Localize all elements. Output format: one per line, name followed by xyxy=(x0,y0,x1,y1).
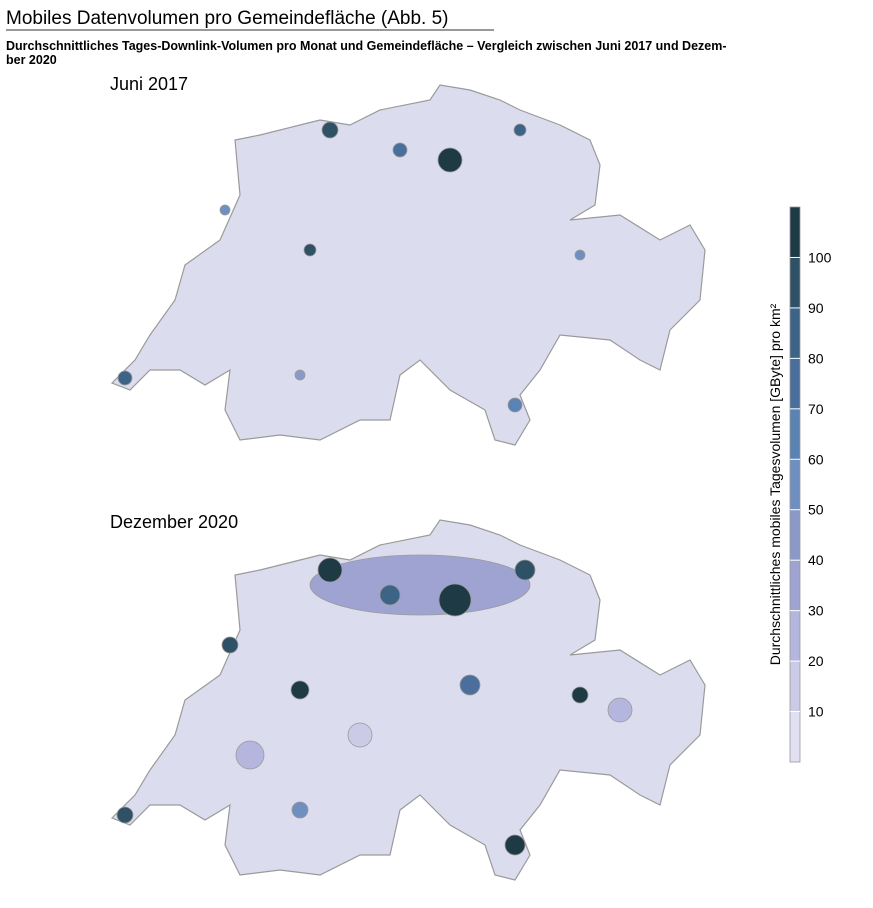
color-bin xyxy=(790,459,800,510)
color-bin xyxy=(790,207,800,258)
color-bin xyxy=(790,711,800,762)
tick-label: 50 xyxy=(808,502,824,518)
title: Mobiles Datenvolumen pro Gemeindefläche … xyxy=(6,8,449,29)
map-dezember-2020: Dezember 2020 xyxy=(110,512,706,881)
tick-label: 20 xyxy=(808,653,824,669)
color-bin xyxy=(790,257,800,308)
color-bin xyxy=(790,408,800,460)
color-bin xyxy=(790,661,800,712)
districts xyxy=(116,554,633,856)
colorbar-frame xyxy=(789,206,801,763)
country-shape xyxy=(111,84,706,446)
subtitle: Durchschnittliches Tages-Downlink-Volume… xyxy=(6,39,727,53)
tick-label: 60 xyxy=(808,451,824,467)
legend-title: Durchschnittliches mobiles Tagesvolumen … xyxy=(767,303,783,665)
map-label: Juni 2017 xyxy=(110,74,188,94)
map-label: Dezember 2020 xyxy=(110,512,238,532)
subtitle: ber 2020 xyxy=(6,53,57,67)
color-bin xyxy=(790,610,800,662)
color-bin xyxy=(790,307,800,359)
color-bin xyxy=(790,560,800,611)
tick-label: 100 xyxy=(808,249,832,265)
tick-label: 90 xyxy=(808,300,824,316)
tick-label: 80 xyxy=(808,350,824,366)
color-bin xyxy=(790,509,800,561)
legend: 10 20 30 40 50 60 70 80 90 100 Durchschnittliches … xyxy=(767,206,832,763)
tick-label: 70 xyxy=(808,401,824,417)
districts xyxy=(117,121,586,413)
color-bin xyxy=(790,358,800,409)
tick-label: 30 xyxy=(808,603,824,619)
tick-label: 40 xyxy=(808,552,824,568)
tick-label: 10 xyxy=(808,704,824,720)
map-juni-2017: Juni 2017 xyxy=(110,74,706,446)
